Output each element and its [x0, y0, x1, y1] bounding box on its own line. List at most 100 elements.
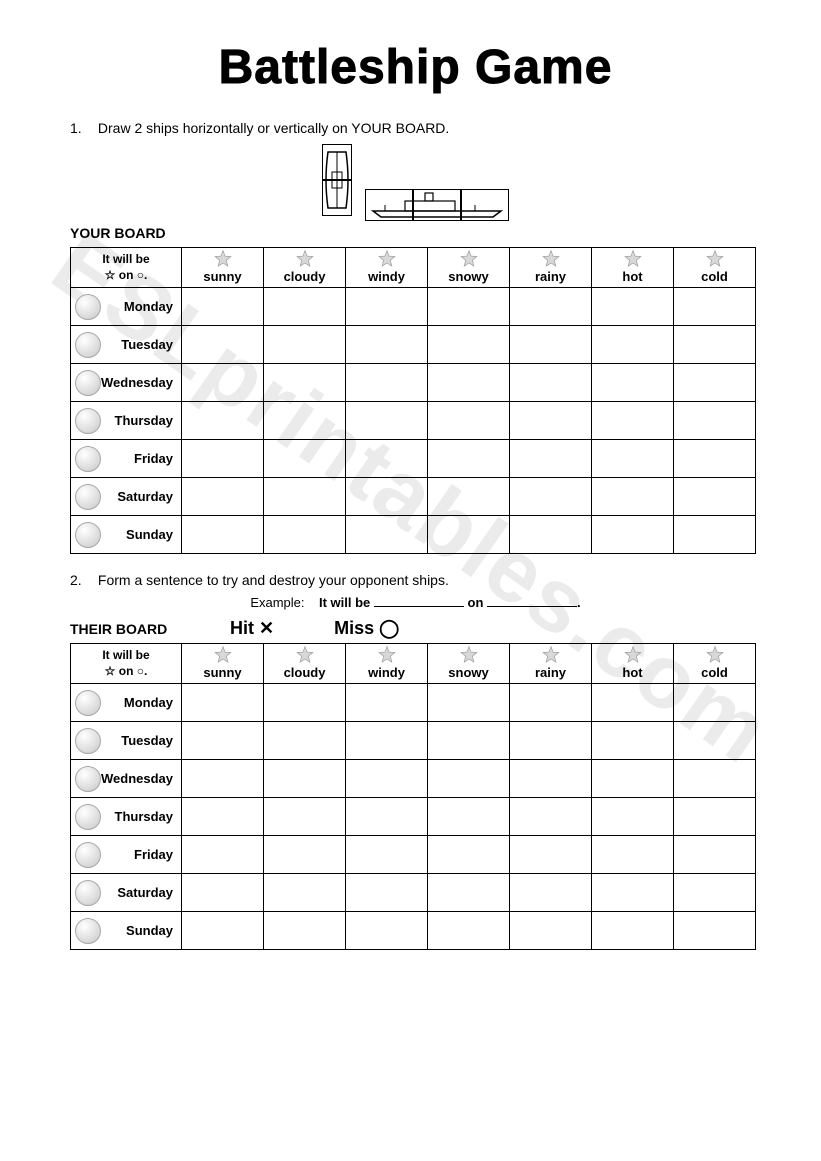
board-cell[interactable] [182, 874, 264, 912]
board-cell[interactable] [592, 684, 674, 722]
board-cell[interactable] [346, 402, 428, 440]
board-cell[interactable] [428, 760, 510, 798]
board-cell[interactable] [346, 722, 428, 760]
board-cell[interactable] [510, 516, 592, 554]
board-cell[interactable] [346, 326, 428, 364]
board-cell[interactable] [346, 288, 428, 326]
board-cell[interactable] [182, 684, 264, 722]
board-cell[interactable] [674, 516, 756, 554]
board-cell[interactable] [428, 874, 510, 912]
board-cell[interactable] [346, 440, 428, 478]
board-cell[interactable] [182, 722, 264, 760]
board-cell[interactable] [264, 798, 346, 836]
board-cell[interactable] [428, 440, 510, 478]
board-cell[interactable] [428, 326, 510, 364]
board-cell[interactable] [592, 478, 674, 516]
circle-icon [75, 408, 101, 434]
board-cell[interactable] [510, 836, 592, 874]
board-cell[interactable] [674, 326, 756, 364]
board-cell[interactable] [510, 326, 592, 364]
board-cell[interactable] [346, 364, 428, 402]
board-cell[interactable] [592, 836, 674, 874]
board-cell[interactable] [510, 722, 592, 760]
board-cell[interactable] [264, 288, 346, 326]
board-cell[interactable] [674, 440, 756, 478]
board-cell[interactable] [346, 684, 428, 722]
board-cell[interactable] [428, 836, 510, 874]
board-cell[interactable] [674, 684, 756, 722]
board-cell[interactable] [182, 760, 264, 798]
board-cell[interactable] [182, 798, 264, 836]
board-cell[interactable] [674, 364, 756, 402]
board-cell[interactable] [674, 836, 756, 874]
board-cell[interactable] [264, 440, 346, 478]
board-cell[interactable] [182, 288, 264, 326]
board-cell[interactable] [182, 516, 264, 554]
board-cell[interactable] [592, 440, 674, 478]
board-cell[interactable] [264, 402, 346, 440]
board-cell[interactable] [182, 912, 264, 950]
board-cell[interactable] [428, 402, 510, 440]
board-cell[interactable] [346, 874, 428, 912]
board-cell[interactable] [346, 836, 428, 874]
board-cell[interactable] [264, 326, 346, 364]
board-cell[interactable] [428, 722, 510, 760]
board-cell[interactable] [592, 364, 674, 402]
board-cell[interactable] [592, 760, 674, 798]
board-cell[interactable] [510, 364, 592, 402]
board-cell[interactable] [592, 722, 674, 760]
board-cell[interactable] [428, 798, 510, 836]
board-cell[interactable] [674, 288, 756, 326]
board-cell[interactable] [182, 836, 264, 874]
board-cell[interactable] [510, 760, 592, 798]
board-cell[interactable] [182, 402, 264, 440]
board-cell[interactable] [592, 874, 674, 912]
board-cell[interactable] [428, 912, 510, 950]
board-cell[interactable] [510, 440, 592, 478]
board-cell[interactable] [510, 912, 592, 950]
board-cell[interactable] [674, 798, 756, 836]
board-cell[interactable] [510, 798, 592, 836]
board-cell[interactable] [510, 478, 592, 516]
board-cell[interactable] [428, 516, 510, 554]
board-cell[interactable] [674, 760, 756, 798]
board-cell[interactable] [510, 288, 592, 326]
board-cell[interactable] [592, 402, 674, 440]
board-cell[interactable] [264, 364, 346, 402]
board-cell[interactable] [182, 440, 264, 478]
board-cell[interactable] [674, 912, 756, 950]
board-cell[interactable] [346, 478, 428, 516]
board-cell[interactable] [182, 326, 264, 364]
board-cell[interactable] [428, 364, 510, 402]
board-cell[interactable] [592, 516, 674, 554]
board-cell[interactable] [592, 798, 674, 836]
board-cell[interactable] [346, 798, 428, 836]
board-cell[interactable] [264, 478, 346, 516]
board-cell[interactable] [510, 402, 592, 440]
board-cell[interactable] [264, 912, 346, 950]
board-cell[interactable] [346, 760, 428, 798]
board-cell[interactable] [674, 478, 756, 516]
board-cell[interactable] [674, 722, 756, 760]
board-cell[interactable] [428, 478, 510, 516]
board-cell[interactable] [264, 760, 346, 798]
board-cell[interactable] [182, 478, 264, 516]
board-cell[interactable] [346, 516, 428, 554]
board-cell[interactable] [346, 912, 428, 950]
board-cell[interactable] [592, 288, 674, 326]
board-cell[interactable] [510, 874, 592, 912]
board-cell[interactable] [592, 326, 674, 364]
board-cell[interactable] [264, 722, 346, 760]
board-cell[interactable] [674, 874, 756, 912]
board-cell[interactable] [264, 684, 346, 722]
board-cell[interactable] [428, 288, 510, 326]
board-cell[interactable] [592, 912, 674, 950]
board-cell[interactable] [264, 836, 346, 874]
board-cell[interactable] [264, 516, 346, 554]
board-cell[interactable] [674, 402, 756, 440]
ship-horizontal [365, 189, 509, 221]
board-cell[interactable] [510, 684, 592, 722]
board-cell[interactable] [428, 684, 510, 722]
board-cell[interactable] [264, 874, 346, 912]
board-cell[interactable] [182, 364, 264, 402]
